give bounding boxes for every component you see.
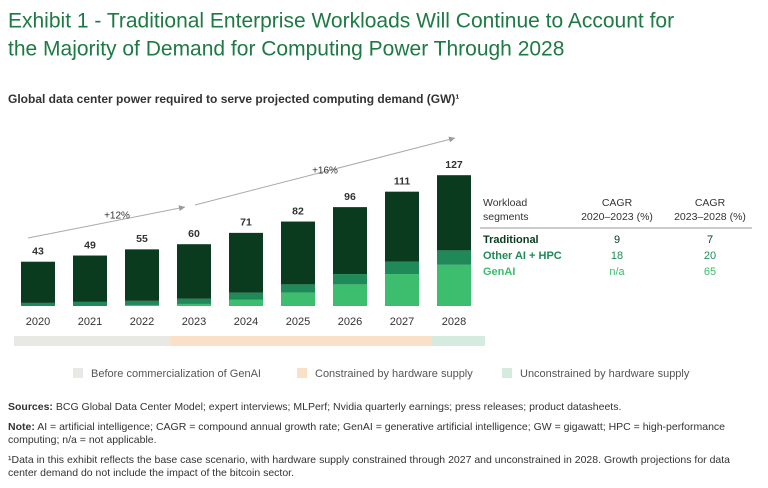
note: Note: AI = artificial intelligence; CAGR… xyxy=(8,421,760,447)
x-tick-label: 2023 xyxy=(182,316,206,328)
x-tick-label: 2027 xyxy=(390,316,414,328)
bar-segment xyxy=(437,264,471,306)
table-cell: 7 xyxy=(707,234,713,246)
legend-label: Unconstrained by hardware supply xyxy=(520,368,690,380)
bar-segment xyxy=(333,284,367,306)
bar-segment xyxy=(21,261,55,303)
period-band xyxy=(432,336,485,346)
bar-segment xyxy=(281,221,315,285)
bar-segment xyxy=(229,299,263,306)
table-header: segments xyxy=(483,211,529,223)
annotation: +16% xyxy=(312,166,338,177)
note-label: Note: xyxy=(8,421,35,433)
bar-segment xyxy=(437,250,471,265)
legend-swatch xyxy=(502,368,512,378)
x-tick-label: 2024 xyxy=(234,316,258,328)
note-text: AI = artificial intelligence; CAGR = com… xyxy=(8,421,725,446)
chart-subtitle: Global data center power required to ser… xyxy=(8,92,459,106)
bar-segment xyxy=(229,292,263,300)
bar-segment xyxy=(177,303,211,306)
bar-segment xyxy=(125,249,159,301)
row-label: Traditional xyxy=(483,234,539,246)
total-label: 71 xyxy=(240,217,252,229)
sources-label: Sources: xyxy=(8,401,53,413)
x-tick-label: 2026 xyxy=(338,316,362,328)
table-cell: 9 xyxy=(614,234,620,246)
total-label: 111 xyxy=(394,175,411,187)
total-label: 127 xyxy=(445,159,463,171)
bar-segment xyxy=(125,304,159,306)
x-tick-label: 2021 xyxy=(78,316,102,328)
trend-arrow xyxy=(27,205,186,239)
row-label: GenAI xyxy=(483,266,515,278)
sources-text: BCG Global Data Center Model; expert int… xyxy=(55,401,622,413)
bar-segment xyxy=(229,232,263,293)
total-label: 49 xyxy=(84,239,96,251)
trend-arrow xyxy=(194,136,456,206)
period-band xyxy=(14,336,170,346)
table-header: 2020–2023 (%) xyxy=(581,211,653,223)
bar-segment xyxy=(73,255,107,302)
bar-segment xyxy=(177,244,211,299)
bar-segment xyxy=(281,284,315,293)
bar-segment xyxy=(281,292,315,306)
total-label: 55 xyxy=(136,233,148,245)
bar-segment xyxy=(177,298,211,304)
legend-label: Before commercialization of GenAI xyxy=(91,368,261,380)
bar-segment xyxy=(385,261,419,275)
x-tick-label: 2020 xyxy=(26,316,50,328)
legend-label: Constrained by hardware supply xyxy=(315,368,473,380)
bar-segment xyxy=(437,175,471,251)
table-cell: 18 xyxy=(611,250,623,262)
x-tick-label: 2025 xyxy=(286,316,310,328)
table-cell: 20 xyxy=(704,250,716,262)
table-header: 2023–2028 (%) xyxy=(674,211,746,223)
table-header: CAGR xyxy=(602,197,633,209)
bar-segment xyxy=(21,302,55,306)
legend-swatch xyxy=(297,368,307,378)
title-line: Exhibit 1 - Traditional Enterprise Workl… xyxy=(8,10,674,33)
sources: Sources: BCG Global Data Center Model; e… xyxy=(8,401,760,414)
total-label: 96 xyxy=(344,191,356,203)
annotation: +12% xyxy=(104,211,130,222)
row-label: Other AI + HPC xyxy=(483,250,562,262)
legend-swatch xyxy=(73,368,83,378)
bar-segment xyxy=(125,300,159,305)
period-band xyxy=(170,336,432,346)
total-label: 82 xyxy=(292,205,304,217)
title-line: the Majority of Demand for Computing Pow… xyxy=(8,38,564,61)
x-tick-label: 2028 xyxy=(442,316,466,328)
total-label: 43 xyxy=(32,245,44,257)
table-header: Workload xyxy=(483,197,527,209)
bar-segment xyxy=(73,301,107,306)
bar-segment xyxy=(385,191,419,262)
table-header: CAGR xyxy=(695,197,726,209)
table-cell: 65 xyxy=(704,266,716,278)
x-tick-label: 2022 xyxy=(130,316,154,328)
bar-segment xyxy=(333,207,367,275)
table-cell: n/a xyxy=(609,266,625,278)
total-label: 60 xyxy=(188,228,200,240)
bar-segment xyxy=(385,274,419,306)
bar-segment xyxy=(333,274,367,285)
chart: Exhibit 1 - Traditional Enterprise Workl… xyxy=(8,10,752,380)
footnote: ¹Data in this exhibit reflects the base … xyxy=(8,454,731,479)
